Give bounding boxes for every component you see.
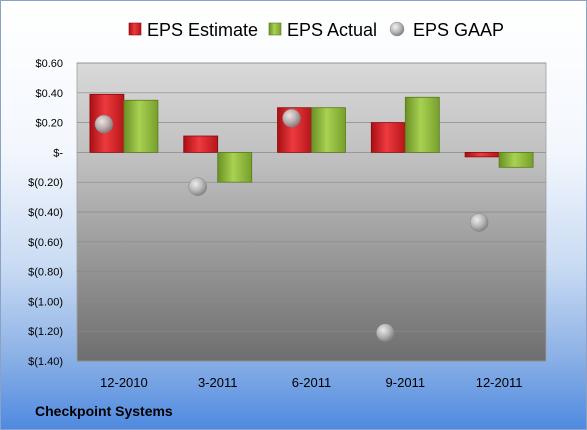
bar-eps-actual: [123, 99, 159, 153]
bar-eps-estimate: [370, 122, 406, 153]
y-axis-ticks: $0.60 $0.40 $0.20 $- $(0.20) $(0.40) $(0.60) $(…: [28, 58, 63, 368]
gridlines: [77, 62, 546, 362]
y-tick-label: $(0.20): [28, 177, 63, 189]
y-tick-label: $(1.40): [28, 356, 63, 368]
y-tick-label: $(1.20): [28, 326, 63, 338]
legend-label-eps-gaap: EPS GAAP: [413, 20, 504, 40]
legend-marker-eps-gaap: [389, 21, 405, 37]
bar-eps-actual: [311, 107, 346, 153]
x-axis-categories: 12-2010 3-2011 6-2011 9-2011 12-2011: [100, 375, 522, 390]
y-tick-label: $0.40: [35, 88, 63, 100]
bar-eps-estimate: [464, 151, 500, 158]
bar-eps-actual: [404, 96, 440, 153]
y-tick-label: $0.60: [35, 58, 63, 70]
y-tick-label: $0.20: [35, 118, 63, 130]
y-tick-label: $(0.40): [28, 207, 63, 219]
point-eps-gaap: [469, 213, 489, 232]
y-tick-label: $-: [53, 147, 63, 159]
legend-label-eps-estimate: EPS Estimate: [147, 20, 258, 40]
y-tick-label: $(0.80): [28, 267, 63, 279]
x-category-label: 6-2011: [292, 375, 332, 390]
point-eps-gaap: [282, 108, 301, 128]
bar-eps-actual: [498, 151, 534, 168]
bar-eps-estimate: [183, 135, 219, 153]
x-category-label: 3-2011: [198, 375, 238, 390]
company-name: Checkpoint Systems: [35, 403, 173, 419]
bar-eps-actual: [217, 151, 253, 183]
legend-swatch-eps-estimate: [128, 22, 142, 36]
x-category-label: 12-2011: [476, 375, 523, 390]
x-category-label: 9-2011: [386, 375, 426, 390]
point-eps-gaap: [376, 323, 395, 342]
legend-swatch-eps-actual: [268, 22, 282, 36]
legend: EPS Estimate EPS Actual EPS GAAP: [128, 20, 504, 40]
y-tick-label: $(1.00): [28, 296, 63, 308]
legend-label-eps-actual: EPS Actual: [287, 20, 377, 40]
point-eps-gaap: [188, 177, 207, 196]
y-tick-label: $(0.60): [28, 237, 63, 249]
point-eps-gaap: [94, 114, 114, 134]
x-category-label: 12-2010: [100, 375, 148, 390]
gaap-points: [94, 108, 489, 342]
bars: [89, 93, 534, 183]
